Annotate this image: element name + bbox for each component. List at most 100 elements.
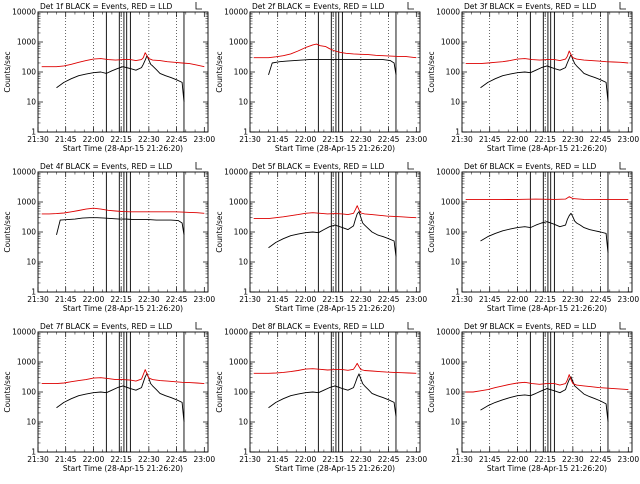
y-tick-label: 10 bbox=[26, 418, 36, 427]
panel-title: Det 8f BLACK = Events, RED = LLD bbox=[252, 322, 385, 331]
x-tick-label: 22:30 bbox=[350, 135, 372, 144]
x-tick-label: 21:45 bbox=[267, 295, 289, 304]
panel-title: Det 2f BLACK = Events, RED = LLD bbox=[252, 2, 385, 11]
x-tick-label: 22:15 bbox=[322, 455, 344, 464]
x-tick-label: 23:00 bbox=[193, 135, 215, 144]
y-tick-label: 1000 bbox=[17, 358, 36, 367]
y-tick-label: 1 bbox=[31, 448, 36, 457]
plot-frame bbox=[37, 11, 209, 133]
y-tick-label: 10000 bbox=[224, 168, 248, 177]
y-tick-label: 1000 bbox=[229, 198, 248, 207]
series-line-lld bbox=[41, 207, 205, 215]
x-tick-label: 22:45 bbox=[378, 295, 400, 304]
panel-title: Det 6f BLACK = Events, RED = LLD bbox=[464, 162, 597, 171]
y-tick-label: 1000 bbox=[17, 38, 36, 47]
x-axis-label: Start Time (28-Apr-15 21:26:20) bbox=[63, 304, 183, 313]
panel-title: Det 7f BLACK = Events, RED = LLD bbox=[40, 322, 173, 331]
plot-frame bbox=[461, 171, 633, 293]
x-tick-label: 21:45 bbox=[479, 455, 501, 464]
y-axis-label: Counts/sec bbox=[3, 211, 12, 252]
series-line-lld bbox=[41, 52, 205, 68]
x-tick-label: 22:00 bbox=[295, 455, 317, 464]
plot-frame bbox=[249, 11, 421, 133]
y-tick-label: 1 bbox=[455, 448, 460, 457]
x-tick-label: 22:30 bbox=[562, 135, 584, 144]
x-axis-label: Start Time (28-Apr-15 21:26:20) bbox=[275, 304, 395, 313]
series-line-lld bbox=[253, 205, 417, 220]
y-tick-label: 10000 bbox=[12, 8, 36, 17]
x-tick-label: 22:00 bbox=[507, 455, 529, 464]
x-tick-label: 22:00 bbox=[507, 295, 529, 304]
y-tick-label: 1000 bbox=[441, 198, 460, 207]
x-tick-label: 21:30 bbox=[27, 295, 49, 304]
series-line-events bbox=[480, 212, 609, 254]
x-tick-label: 22:15 bbox=[110, 455, 132, 464]
y-tick-label: 10000 bbox=[436, 8, 460, 17]
x-tick-label: 22:30 bbox=[138, 455, 160, 464]
series-line-events bbox=[480, 54, 609, 103]
x-tick-label: 22:45 bbox=[590, 295, 612, 304]
x-tick-label: 22:15 bbox=[534, 455, 556, 464]
detector-panel-7: Det 7f BLACK = Events, RED = LLD 1 10 100 10… bbox=[3, 322, 215, 473]
panel-title: Det 5f BLACK = Events, RED = LLD bbox=[252, 162, 385, 171]
x-tick-label: 21:45 bbox=[267, 455, 289, 464]
x-tick-label: 21:45 bbox=[479, 295, 501, 304]
detector-panel-8: Det 8f BLACK = Events, RED = LLD 1 10 100 10… bbox=[215, 322, 427, 473]
x-tick-label: 22:00 bbox=[83, 135, 105, 144]
y-tick-label: 10 bbox=[238, 98, 248, 107]
x-tick-label: 22:15 bbox=[534, 135, 556, 144]
y-tick-label: 1000 bbox=[229, 358, 248, 367]
legend-marker bbox=[619, 162, 626, 170]
x-axis-label: Start Time (28-Apr-15 21:26:20) bbox=[275, 144, 395, 153]
plot-frame bbox=[461, 11, 633, 133]
x-tick-label: 22:30 bbox=[138, 135, 160, 144]
x-tick-label: 22:00 bbox=[295, 295, 317, 304]
detector-panel-2: Det 2f BLACK = Events, RED = LLD 1 10 100 10… bbox=[215, 2, 427, 153]
legend-marker bbox=[407, 2, 414, 10]
legend-marker bbox=[619, 2, 626, 10]
legend-marker bbox=[195, 322, 202, 330]
x-tick-label: 21:30 bbox=[451, 455, 473, 464]
x-tick-label: 22:15 bbox=[534, 295, 556, 304]
x-tick-label: 23:00 bbox=[405, 295, 427, 304]
x-tick-label: 23:00 bbox=[617, 135, 639, 144]
x-tick-label: 23:00 bbox=[617, 455, 639, 464]
x-tick-label: 21:30 bbox=[451, 295, 473, 304]
series-line-events bbox=[56, 217, 185, 236]
x-tick-label: 23:00 bbox=[405, 135, 427, 144]
y-tick-label: 1000 bbox=[441, 358, 460, 367]
series-line-events bbox=[268, 59, 397, 76]
legend-marker bbox=[407, 322, 414, 330]
x-tick-label: 21:30 bbox=[239, 455, 261, 464]
panel-title: Det 1f BLACK = Events, RED = LLD bbox=[40, 2, 173, 11]
y-tick-label: 10 bbox=[26, 258, 36, 267]
panel-title: Det 3f BLACK = Events, RED = LLD bbox=[464, 2, 597, 11]
x-tick-label: 22:30 bbox=[562, 455, 584, 464]
y-tick-label: 1 bbox=[455, 128, 460, 137]
y-tick-label: 10000 bbox=[436, 328, 460, 337]
y-tick-label: 10 bbox=[238, 258, 248, 267]
x-tick-label: 22:30 bbox=[350, 295, 372, 304]
x-tick-label: 22:30 bbox=[562, 295, 584, 304]
panel-title: Det 9f BLACK = Events, RED = LLD bbox=[464, 322, 597, 331]
x-tick-label: 21:45 bbox=[55, 455, 77, 464]
x-tick-label: 21:30 bbox=[27, 455, 49, 464]
x-tick-label: 22:45 bbox=[166, 295, 188, 304]
legend-marker bbox=[195, 162, 202, 170]
series-line-events bbox=[480, 376, 609, 423]
y-tick-label: 10 bbox=[450, 418, 460, 427]
plot-frame bbox=[249, 171, 421, 293]
y-axis-label: Counts/sec bbox=[427, 371, 436, 412]
y-tick-label: 1 bbox=[243, 448, 248, 457]
y-tick-label: 1000 bbox=[441, 38, 460, 47]
x-tick-label: 22:00 bbox=[83, 455, 105, 464]
x-tick-label: 22:30 bbox=[138, 295, 160, 304]
y-tick-label: 100 bbox=[22, 228, 37, 237]
legend-marker bbox=[195, 2, 202, 10]
series-line-events bbox=[56, 55, 185, 103]
x-tick-label: 21:45 bbox=[55, 295, 77, 304]
series-line-lld bbox=[465, 374, 629, 393]
y-axis-label: Counts/sec bbox=[427, 51, 436, 92]
x-tick-label: 21:30 bbox=[27, 135, 49, 144]
y-axis-label: Counts/sec bbox=[215, 51, 224, 92]
